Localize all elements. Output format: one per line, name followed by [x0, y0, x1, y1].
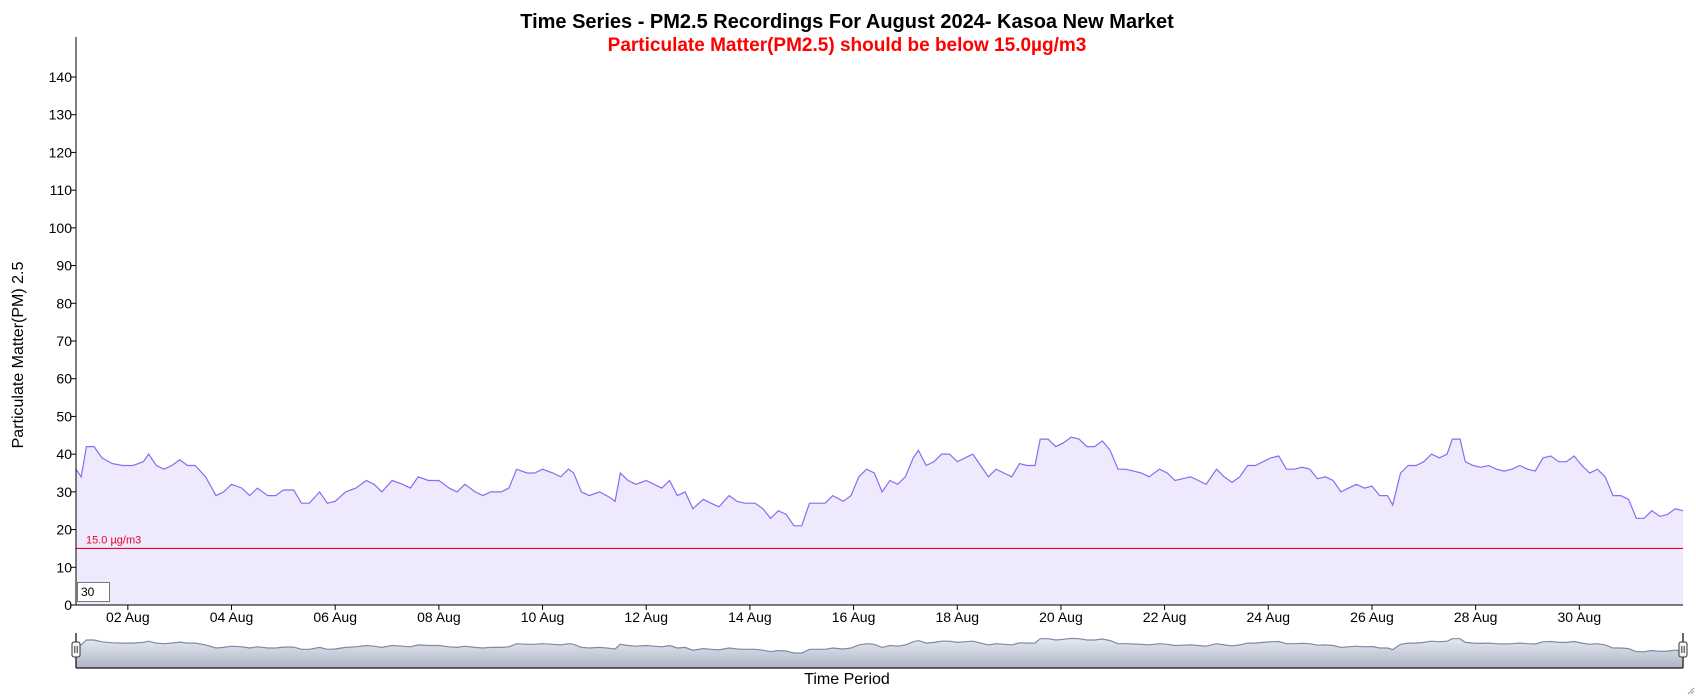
- y-tick-label: 90: [56, 258, 72, 274]
- plot-area: 15.0 µg/m3: [75, 436, 1684, 605]
- x-tick-label: 10 Aug: [521, 609, 565, 625]
- y-tick-label: 0: [64, 597, 72, 613]
- y-tick-label: 120: [49, 144, 73, 160]
- time-navigator[interactable]: [71, 633, 1695, 695]
- y-tick-label: 70: [56, 333, 72, 349]
- x-tick-label: 24 Aug: [1246, 609, 1290, 625]
- y-tick-label: 50: [56, 408, 72, 424]
- x-axis-label: Time Period: [804, 671, 890, 688]
- axes: 0 10 20 30 40 50 60 70 80 90 100 110 120 130 140 02 Aug…: [49, 37, 1683, 625]
- y-tick-label: 20: [56, 522, 72, 538]
- x-tick-label: 18 Aug: [935, 609, 979, 625]
- x-tick-label: 14 Aug: [728, 609, 772, 625]
- x-tick-label: 30 Aug: [1558, 609, 1602, 625]
- y-tick-label: 100: [49, 220, 73, 236]
- x-tick-label: 22 Aug: [1143, 609, 1187, 625]
- x-tick-label: 26 Aug: [1350, 609, 1394, 625]
- y-tick-label: 140: [49, 69, 73, 85]
- chart-title: Time Series - PM2.5 Recordings For Augus…: [520, 11, 1174, 33]
- series-area: [76, 437, 1683, 605]
- chart-subtitle: Particulate Matter(PM2.5) should be belo…: [608, 35, 1087, 56]
- window-size-input[interactable]: [77, 582, 110, 602]
- y-tick-label: 110: [50, 182, 73, 198]
- x-tick-label: 28 Aug: [1454, 609, 1498, 625]
- resize-grip-icon[interactable]: [1687, 687, 1695, 695]
- threshold-label: 15.0 µg/m3: [86, 534, 141, 546]
- navigator-handle-right[interactable]: [1678, 641, 1688, 658]
- y-tick-label: 10: [56, 559, 72, 575]
- y-tick-label: 130: [49, 107, 73, 123]
- x-tick-label: 04 Aug: [210, 609, 254, 625]
- navigator-area: [76, 638, 1683, 668]
- x-tick-label: 06 Aug: [313, 609, 357, 625]
- y-tick-label: 40: [56, 446, 72, 462]
- x-tick-label: 12 Aug: [624, 609, 668, 625]
- x-tick-label: 20 Aug: [1039, 609, 1083, 625]
- y-tick-label: 60: [56, 371, 72, 387]
- navigator-handle-left[interactable]: [71, 641, 81, 658]
- series-line[interactable]: [75, 436, 1684, 527]
- x-tick-label: 16 Aug: [832, 609, 876, 625]
- x-tick-label: 08 Aug: [417, 609, 461, 625]
- y-tick-label: 80: [56, 295, 72, 311]
- y-axis-label: Particulate Matter(PM) 2.5: [10, 262, 27, 449]
- y-tick-label: 30: [56, 484, 72, 500]
- navigator-line: [75, 637, 1684, 654]
- x-tick-label: 02 Aug: [106, 609, 150, 625]
